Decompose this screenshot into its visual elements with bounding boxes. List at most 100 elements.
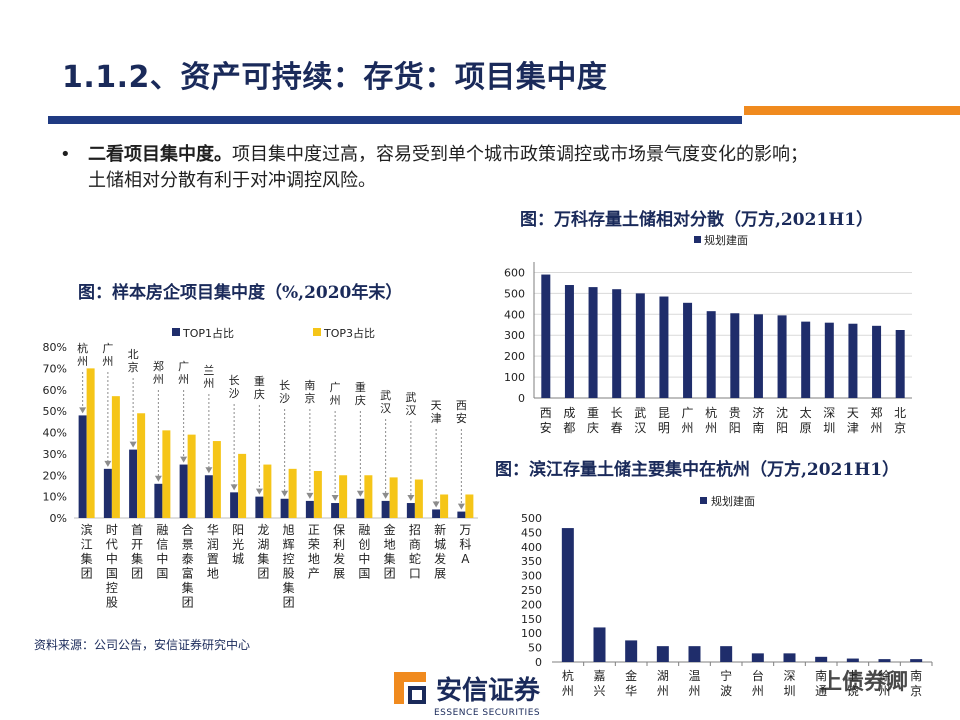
chart3-ytick-label: 300 bbox=[521, 570, 542, 583]
chart1-ytick-label: 50% bbox=[43, 405, 67, 418]
chart2-category-label: 沈阳 bbox=[776, 405, 788, 435]
chart1-annotation-arrow bbox=[407, 495, 415, 502]
chart3-legend-swatch bbox=[700, 497, 707, 504]
chart1-bar-top1 bbox=[129, 449, 138, 518]
chart1-ytick-label: 10% bbox=[43, 491, 67, 504]
chart2-bar bbox=[730, 313, 740, 398]
chart1-annotation-arrow bbox=[205, 467, 213, 474]
chart3-bar bbox=[910, 659, 923, 662]
chart2-bar bbox=[564, 285, 574, 398]
chart2-category-label: 深圳 bbox=[823, 406, 835, 435]
chart2-category-label: 杭州 bbox=[705, 405, 717, 435]
chart3-category-label: 湖州 bbox=[657, 668, 669, 698]
chart3-ytick-label: 200 bbox=[521, 598, 542, 611]
chart3-ytick-label: 0 bbox=[535, 656, 542, 669]
chart3-category-label: 徐州 bbox=[878, 668, 890, 698]
chart2-bar bbox=[801, 321, 811, 398]
chart1-bar-top3 bbox=[288, 468, 297, 518]
chart3-bar bbox=[815, 656, 828, 662]
chart1-category-label: 正荣地产 bbox=[308, 523, 320, 581]
chart1-bar-top1 bbox=[78, 415, 87, 518]
chart3-ytick-label: 250 bbox=[521, 584, 542, 597]
chart1-city-annotation: 兰州 bbox=[203, 364, 214, 390]
bullet-bold-lead: 二看项目集中度。 bbox=[88, 144, 232, 165]
chart3-category-label: 南通 bbox=[815, 668, 827, 698]
chart1-category-label: 合景泰富集团 bbox=[182, 522, 194, 610]
chart2-legend-swatch bbox=[694, 236, 701, 243]
chart1-bar-top3 bbox=[313, 470, 322, 518]
chart1-bar-top1 bbox=[204, 475, 213, 518]
chart3-bar bbox=[561, 528, 574, 662]
chart1-city-annotation: 武汉 bbox=[405, 391, 416, 417]
chart1-city-annotation: 郑州 bbox=[153, 359, 164, 386]
chart1-bar-top3 bbox=[162, 430, 171, 518]
chart1-bar-top1 bbox=[381, 500, 390, 518]
chart3-ytick-label: 150 bbox=[521, 613, 542, 626]
chart1-city-annotation: 广州 bbox=[102, 342, 113, 368]
chart2-category-label: 北京 bbox=[894, 406, 906, 435]
chart2-category-label: 太原 bbox=[800, 405, 812, 435]
chart1-bar-top3 bbox=[339, 475, 348, 518]
chart3-category-label: 温州 bbox=[688, 669, 700, 698]
source-note: 资料来源：公司公告，安信证券研究中心 bbox=[34, 638, 251, 652]
chart1-legend-swatch-top3 bbox=[313, 328, 321, 336]
chart1-bar-top3 bbox=[389, 477, 398, 518]
chart1-bar-top1 bbox=[280, 498, 289, 518]
chart1-bar-top3 bbox=[111, 396, 120, 518]
chart2-bar bbox=[848, 323, 858, 398]
chart1-bar-top1 bbox=[457, 511, 466, 518]
chart3-bar bbox=[846, 658, 859, 662]
chart1-category-label: 旭辉控股集团 bbox=[283, 523, 295, 610]
logo-text-cn: 安信证券 bbox=[436, 676, 541, 706]
chart2-legend-label: 规划建面 bbox=[704, 233, 748, 247]
essence-logo-icon bbox=[394, 672, 426, 704]
chart2-ytick-label: 600 bbox=[504, 266, 525, 279]
chart3-ytick-label: 100 bbox=[521, 627, 542, 640]
chart1-ytick-label: 20% bbox=[43, 469, 67, 482]
chart2-title: 图：万科存量土储相对分散（万方,2021H1） bbox=[520, 210, 874, 230]
wechat-watermark: 上债券卿 bbox=[820, 670, 909, 695]
chart1-city-annotation: 重庆 bbox=[254, 374, 265, 401]
chart1-city-annotation: 重庆 bbox=[355, 380, 366, 407]
chart3-legend-label: 规划建面 bbox=[711, 494, 755, 508]
chart2-bar bbox=[895, 330, 905, 398]
bullet-line1-body: 项目集中度过高，容易受到单个城市政策调控或市场景气度变化的影响； bbox=[232, 144, 808, 165]
title-underline-blue bbox=[48, 116, 742, 124]
chart2-category-label: 昆明 bbox=[658, 406, 670, 435]
chart2-bar bbox=[659, 296, 669, 398]
chart1-city-annotation: 南京 bbox=[304, 379, 315, 405]
chart2-bar bbox=[872, 325, 882, 398]
chart3-category-label: 嘉兴 bbox=[593, 669, 605, 698]
chart1-city-annotation: 杭州 bbox=[77, 341, 88, 368]
chart1-category-label: 阳光城 bbox=[232, 523, 244, 566]
chart2-bar bbox=[777, 315, 787, 398]
chart1-category-label: 龙湖集团 bbox=[257, 523, 269, 581]
chart3-bar bbox=[783, 653, 796, 662]
bullet-text-line2: 土储相对分散有利于对冲调控风险。 bbox=[88, 170, 376, 191]
chart3-ytick-label: 450 bbox=[521, 526, 542, 539]
chart1-ytick-label: 70% bbox=[43, 362, 67, 375]
chart2-category-label: 成都 bbox=[563, 406, 575, 435]
chart1-bar-top1 bbox=[179, 464, 188, 518]
chart1-bar-top1 bbox=[356, 498, 365, 518]
chart3-bar bbox=[625, 640, 638, 662]
chart2-category-label: 广州 bbox=[682, 406, 694, 435]
chart1-annotation-arrow bbox=[129, 441, 137, 448]
bullet-text-line1: 二看项目集中度。项目集中度过高，容易受到单个城市政策调控或市场景气度变化的影响； bbox=[88, 142, 808, 168]
chart1-bar-top3 bbox=[86, 368, 95, 518]
bullet-marker: • bbox=[60, 144, 71, 165]
chart1-ytick-label: 60% bbox=[43, 384, 67, 397]
chart1-city-annotation: 天津 bbox=[431, 399, 442, 425]
chart1-city-annotation: 长沙 bbox=[279, 379, 290, 405]
chart2-category-label: 西安 bbox=[540, 406, 552, 435]
chart3-category-label: 金华 bbox=[625, 668, 637, 698]
chart1-bar-top3 bbox=[187, 434, 196, 518]
chart3-bar bbox=[688, 646, 701, 662]
chart2-category-label: 济南 bbox=[752, 405, 764, 435]
chart1-city-annotation: 北京 bbox=[128, 348, 139, 374]
chart3-bar bbox=[656, 646, 669, 662]
chart3-ytick-label: 500 bbox=[521, 512, 542, 525]
chart1-bar-top1 bbox=[331, 503, 340, 518]
chart3-bar bbox=[593, 627, 606, 662]
chart2-bar bbox=[824, 322, 834, 398]
